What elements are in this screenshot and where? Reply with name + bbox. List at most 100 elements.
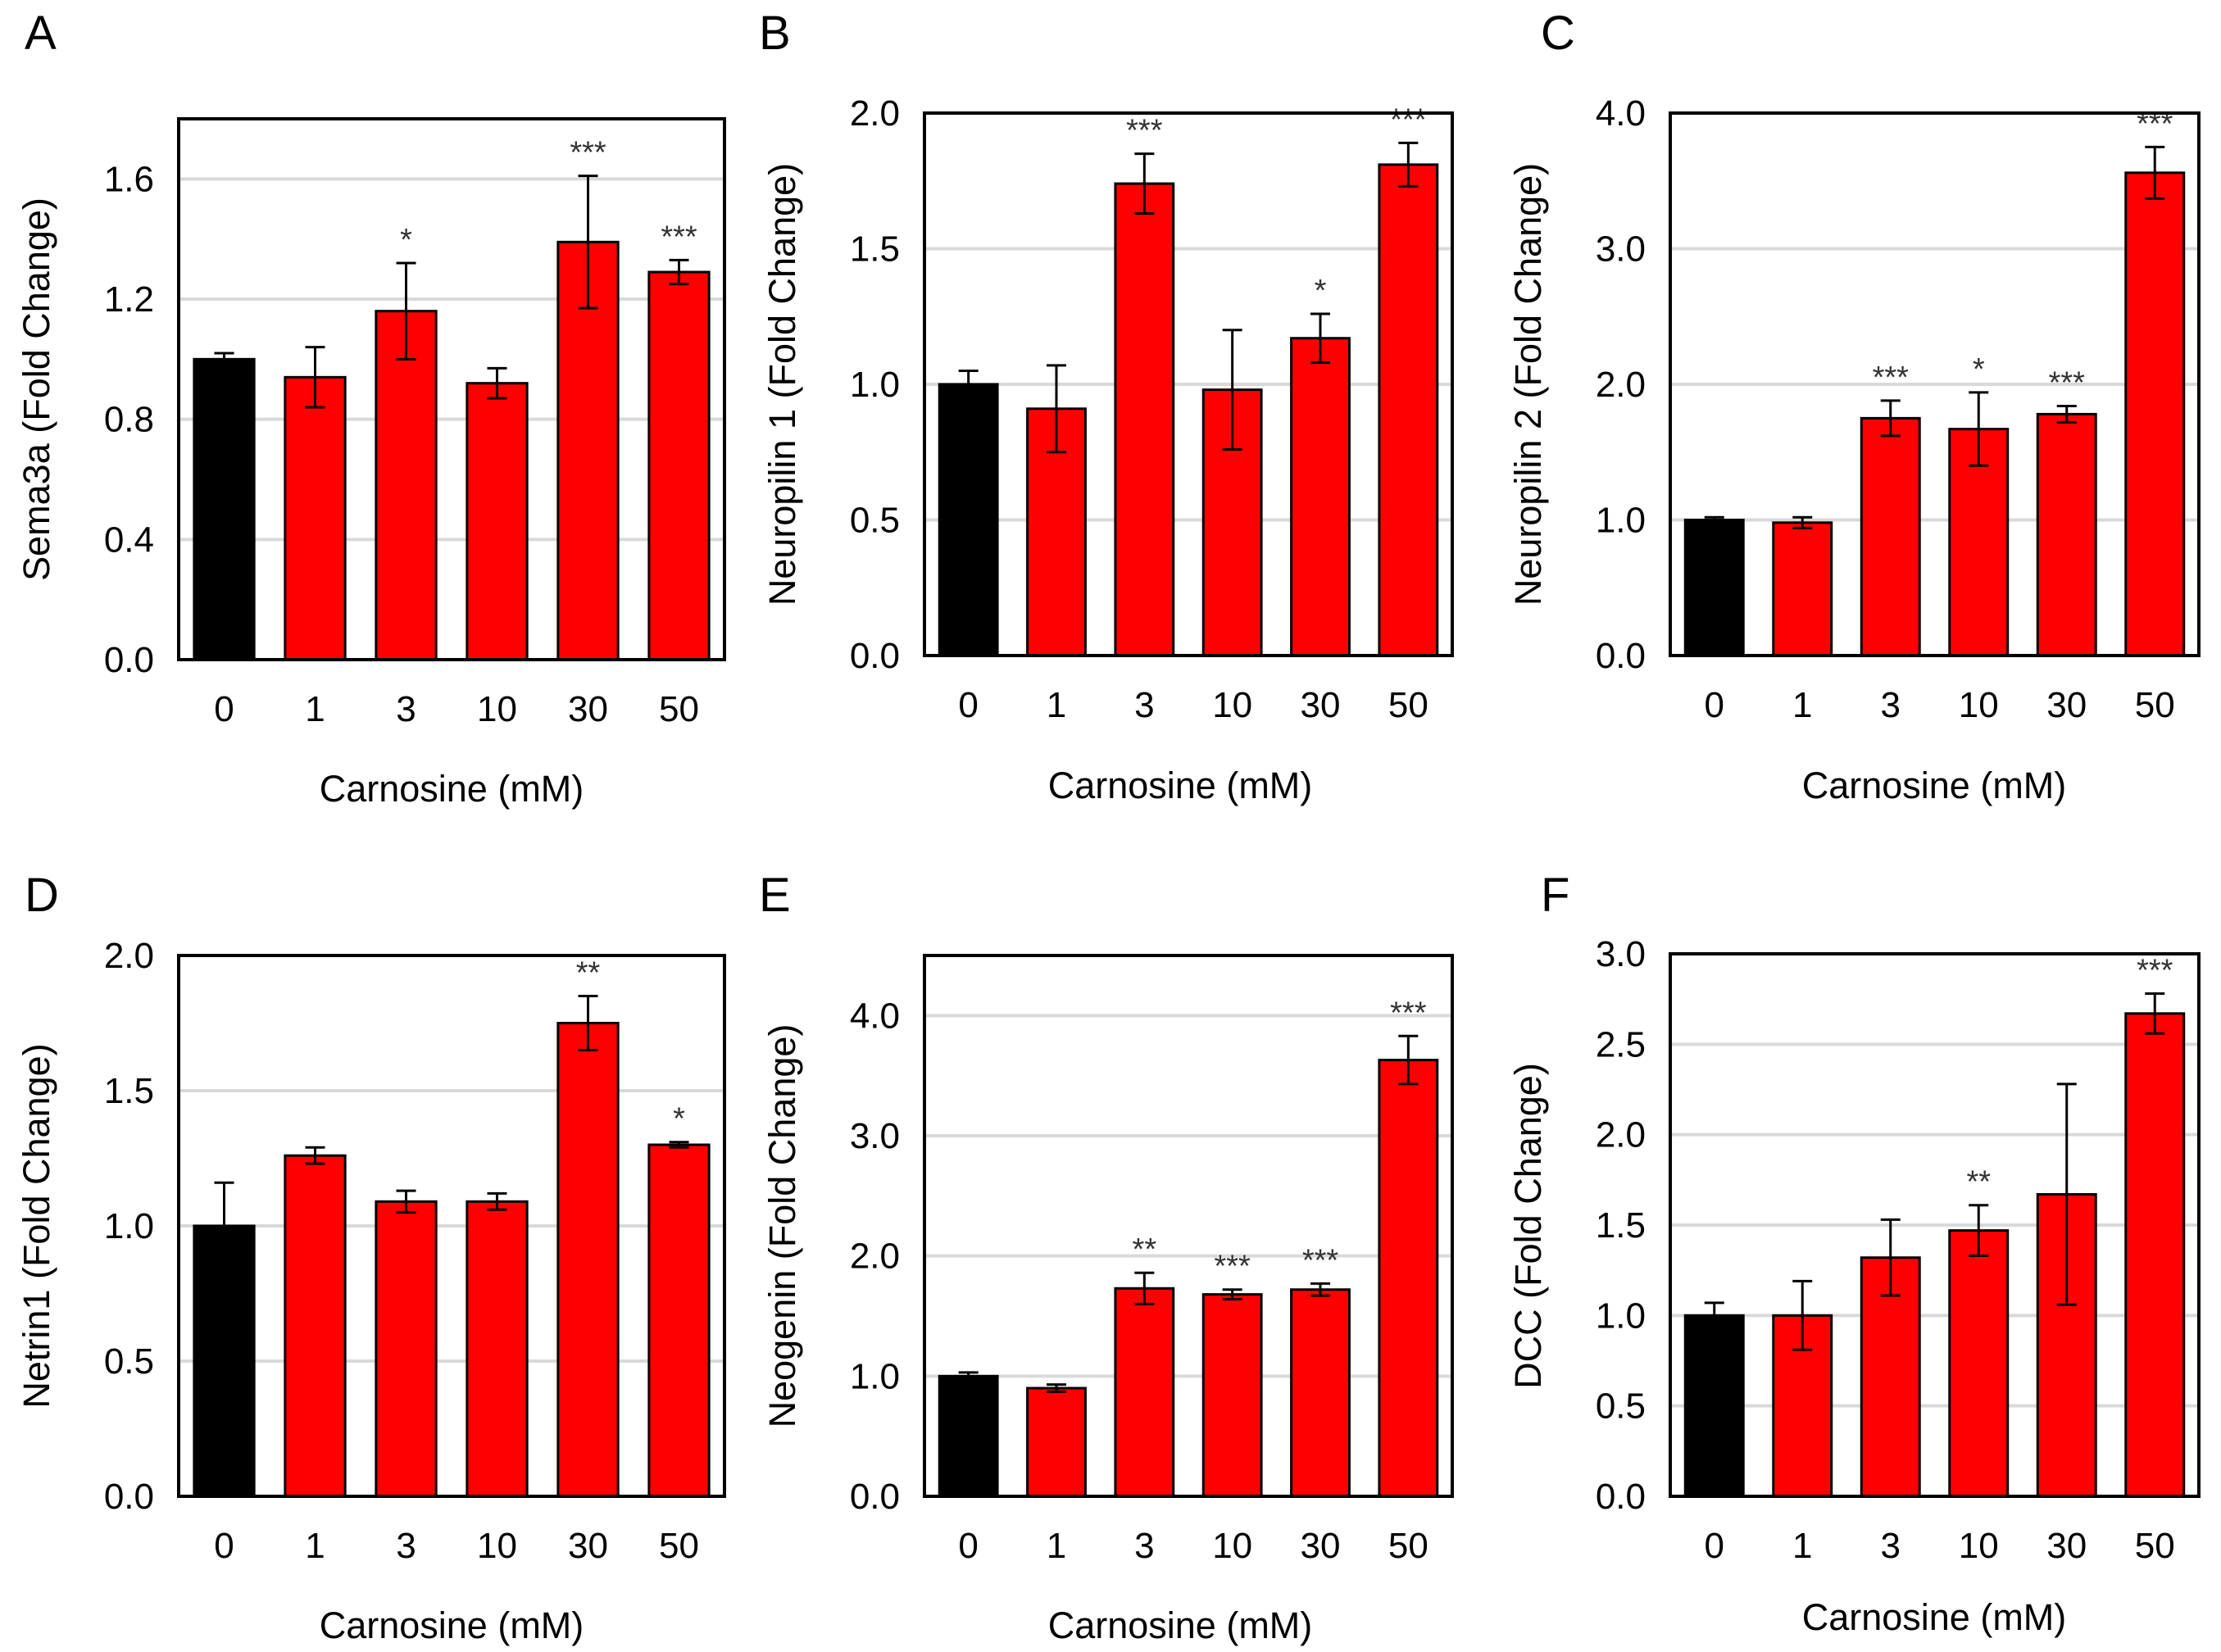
x-axis-title: Carnosine (mM) [1802, 1596, 2067, 1638]
x-tick-label: 0 [214, 1526, 234, 1566]
error-bar [2056, 1082, 2077, 1306]
significance-marker: *** [1302, 1243, 1339, 1278]
y-tick-label: 0.0 [1596, 1477, 1646, 1517]
error-bar [2056, 404, 2077, 424]
plot-frame [923, 111, 1454, 657]
x-tick-label: 30 [1301, 685, 1341, 725]
bar-30 [556, 1022, 620, 1498]
y-tick-label: 2.0 [1596, 365, 1646, 405]
x-tick-label: 30 [568, 689, 608, 729]
y-axis-title: Neogenin (Fold Change) [761, 1024, 803, 1428]
significance-marker: *** [2137, 954, 2173, 988]
x-tick-label: 3 [396, 689, 416, 729]
error-bar [1704, 515, 1724, 524]
y-tick-label: 1.2 [104, 279, 154, 320]
y-axis-title: Neuropilin 2 (Fold Change) [1507, 163, 1549, 606]
error-bar [1222, 1288, 1242, 1300]
significance-marker: *** [1126, 114, 1163, 148]
y-tick-label: 1.0 [850, 1356, 900, 1396]
bar-50 [1378, 163, 1439, 657]
x-tick-label: 0 [958, 1526, 978, 1566]
x-tick-label: 30 [568, 1526, 608, 1566]
error-bar [214, 1181, 234, 1271]
bar-0 [1683, 1314, 1745, 1498]
y-tick-label: 0.0 [104, 1477, 154, 1517]
panel-letter: A [25, 7, 57, 60]
bar-50 [647, 270, 711, 661]
error-bar [487, 1191, 507, 1211]
error-bar [958, 369, 979, 400]
significance-marker: *** [570, 136, 606, 170]
y-tick-label: 1.0 [850, 365, 900, 405]
x-axis-title: Carnosine (mM) [320, 768, 584, 810]
error-bar [958, 1371, 979, 1382]
significance-marker: *** [2049, 365, 2086, 400]
bar-50 [2124, 1012, 2186, 1498]
error-bar [1047, 364, 1066, 454]
error-bar [578, 995, 598, 1051]
bar-10 [1201, 1293, 1263, 1498]
panel-letter: B [759, 7, 791, 60]
error-bar [669, 258, 689, 286]
bar-0 [938, 383, 999, 657]
y-tick-label: 1.0 [1596, 1296, 1646, 1336]
x-tick-label: 1 [1792, 685, 1812, 725]
error-bar [578, 175, 598, 310]
x-tick-label: 10 [1212, 1526, 1252, 1566]
error-bar [487, 366, 507, 400]
error-bar [1398, 141, 1419, 188]
y-tick-label: 1.6 [104, 159, 154, 199]
y-tick-label: 3.0 [1596, 229, 1646, 270]
x-tick-label: 10 [1959, 685, 1999, 725]
bar-3 [1114, 1287, 1175, 1498]
bar-0 [1683, 519, 1745, 657]
panel-b: B 0.0 0.5 1.0 1.5 2.0 0 1 *** 3 10 * 30 *** 50 Carnosin… [759, 7, 1454, 806]
y-tick-label: 0.5 [850, 501, 900, 541]
y-tick-label: 2.0 [104, 936, 154, 976]
x-axis-title: Carnosine (mM) [1802, 765, 2067, 806]
significance-marker: ** [1133, 1232, 1157, 1267]
panel-letter: E [759, 869, 791, 922]
error-bar [1047, 1383, 1066, 1393]
y-tick-label: 2.0 [850, 93, 900, 134]
y-tick-label: 3.0 [850, 1116, 900, 1156]
error-bar [1222, 329, 1242, 451]
x-tick-label: 50 [659, 689, 699, 729]
y-tick-label: 0.0 [850, 636, 900, 676]
panel-c: C0.01.02.03.04.00 1***3*10***30***50Carno… [1507, 7, 2201, 806]
significance-marker: *** [1390, 102, 1427, 137]
significance-marker: *** [1390, 996, 1427, 1030]
x-tick-label: 3 [396, 1526, 416, 1566]
y-tick-label: 1.0 [1596, 501, 1646, 541]
error-bar [305, 1146, 325, 1165]
y-tick-label: 1.0 [104, 1206, 154, 1246]
panel-letter: C [1541, 7, 1575, 60]
x-tick-label: 3 [1881, 1526, 1901, 1566]
error-bar [2145, 145, 2165, 200]
error-bar [1310, 1282, 1330, 1297]
plot-frame [923, 954, 1454, 1498]
significance-marker: * [673, 1102, 685, 1137]
bar-50 [1378, 1059, 1439, 1498]
x-tick-label: 3 [1134, 1526, 1154, 1566]
bar-3 [1860, 416, 1921, 657]
y-tick-label: 0.8 [104, 400, 154, 440]
bar-0 [193, 357, 256, 661]
error-bar [1880, 1218, 1901, 1297]
bar-10 [466, 382, 529, 661]
y-axis-title: Neuropilin 1 (Fold Change) [761, 163, 803, 606]
x-tick-label: 10 [1212, 685, 1252, 725]
y-tick-label: 4.0 [1596, 93, 1646, 134]
x-tick-label: 1 [305, 689, 325, 729]
y-axis-title: Netrin1 (Fold Change) [16, 1043, 57, 1408]
y-tick-label: 0.4 [104, 520, 154, 560]
panel-d: D 0.0 0.5 1.0 1.5 2.0 0 1 3 10 ** 30 * 50 Carnosine (m… [16, 869, 726, 1646]
error-bar [1969, 391, 1989, 467]
error-bar [1310, 312, 1330, 365]
x-tick-label: 1 [1047, 1526, 1066, 1566]
plot-frame [177, 954, 726, 1498]
panel-letter: F [1541, 869, 1569, 922]
panel-e: E 0.0 1.0 2.0 3.0 4.0 0 1 ** 3 *** 10 *** 30 *** 50 Carn… [759, 869, 1454, 1646]
y-tick-label: 3.0 [1596, 934, 1646, 974]
significance-marker: *** [1214, 1250, 1251, 1284]
